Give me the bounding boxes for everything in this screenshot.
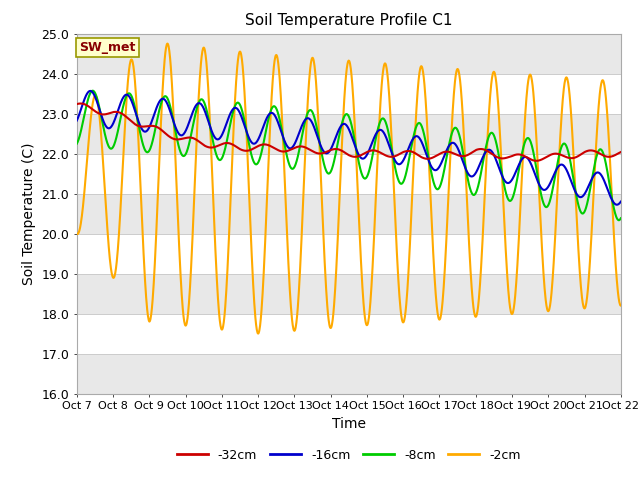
Bar bbox=[77, 0, 621, 34]
Bar bbox=[77, 154, 621, 193]
Legend: -32cm, -16cm, -8cm, -2cm: -32cm, -16cm, -8cm, -2cm bbox=[172, 444, 526, 467]
Text: SW_met: SW_met bbox=[79, 41, 136, 54]
Bar bbox=[77, 313, 621, 354]
Title: Soil Temperature Profile C1: Soil Temperature Profile C1 bbox=[245, 13, 452, 28]
Bar bbox=[77, 234, 621, 274]
X-axis label: Time: Time bbox=[332, 417, 366, 431]
Bar bbox=[77, 73, 621, 114]
Y-axis label: Soil Temperature (C): Soil Temperature (C) bbox=[22, 143, 36, 285]
